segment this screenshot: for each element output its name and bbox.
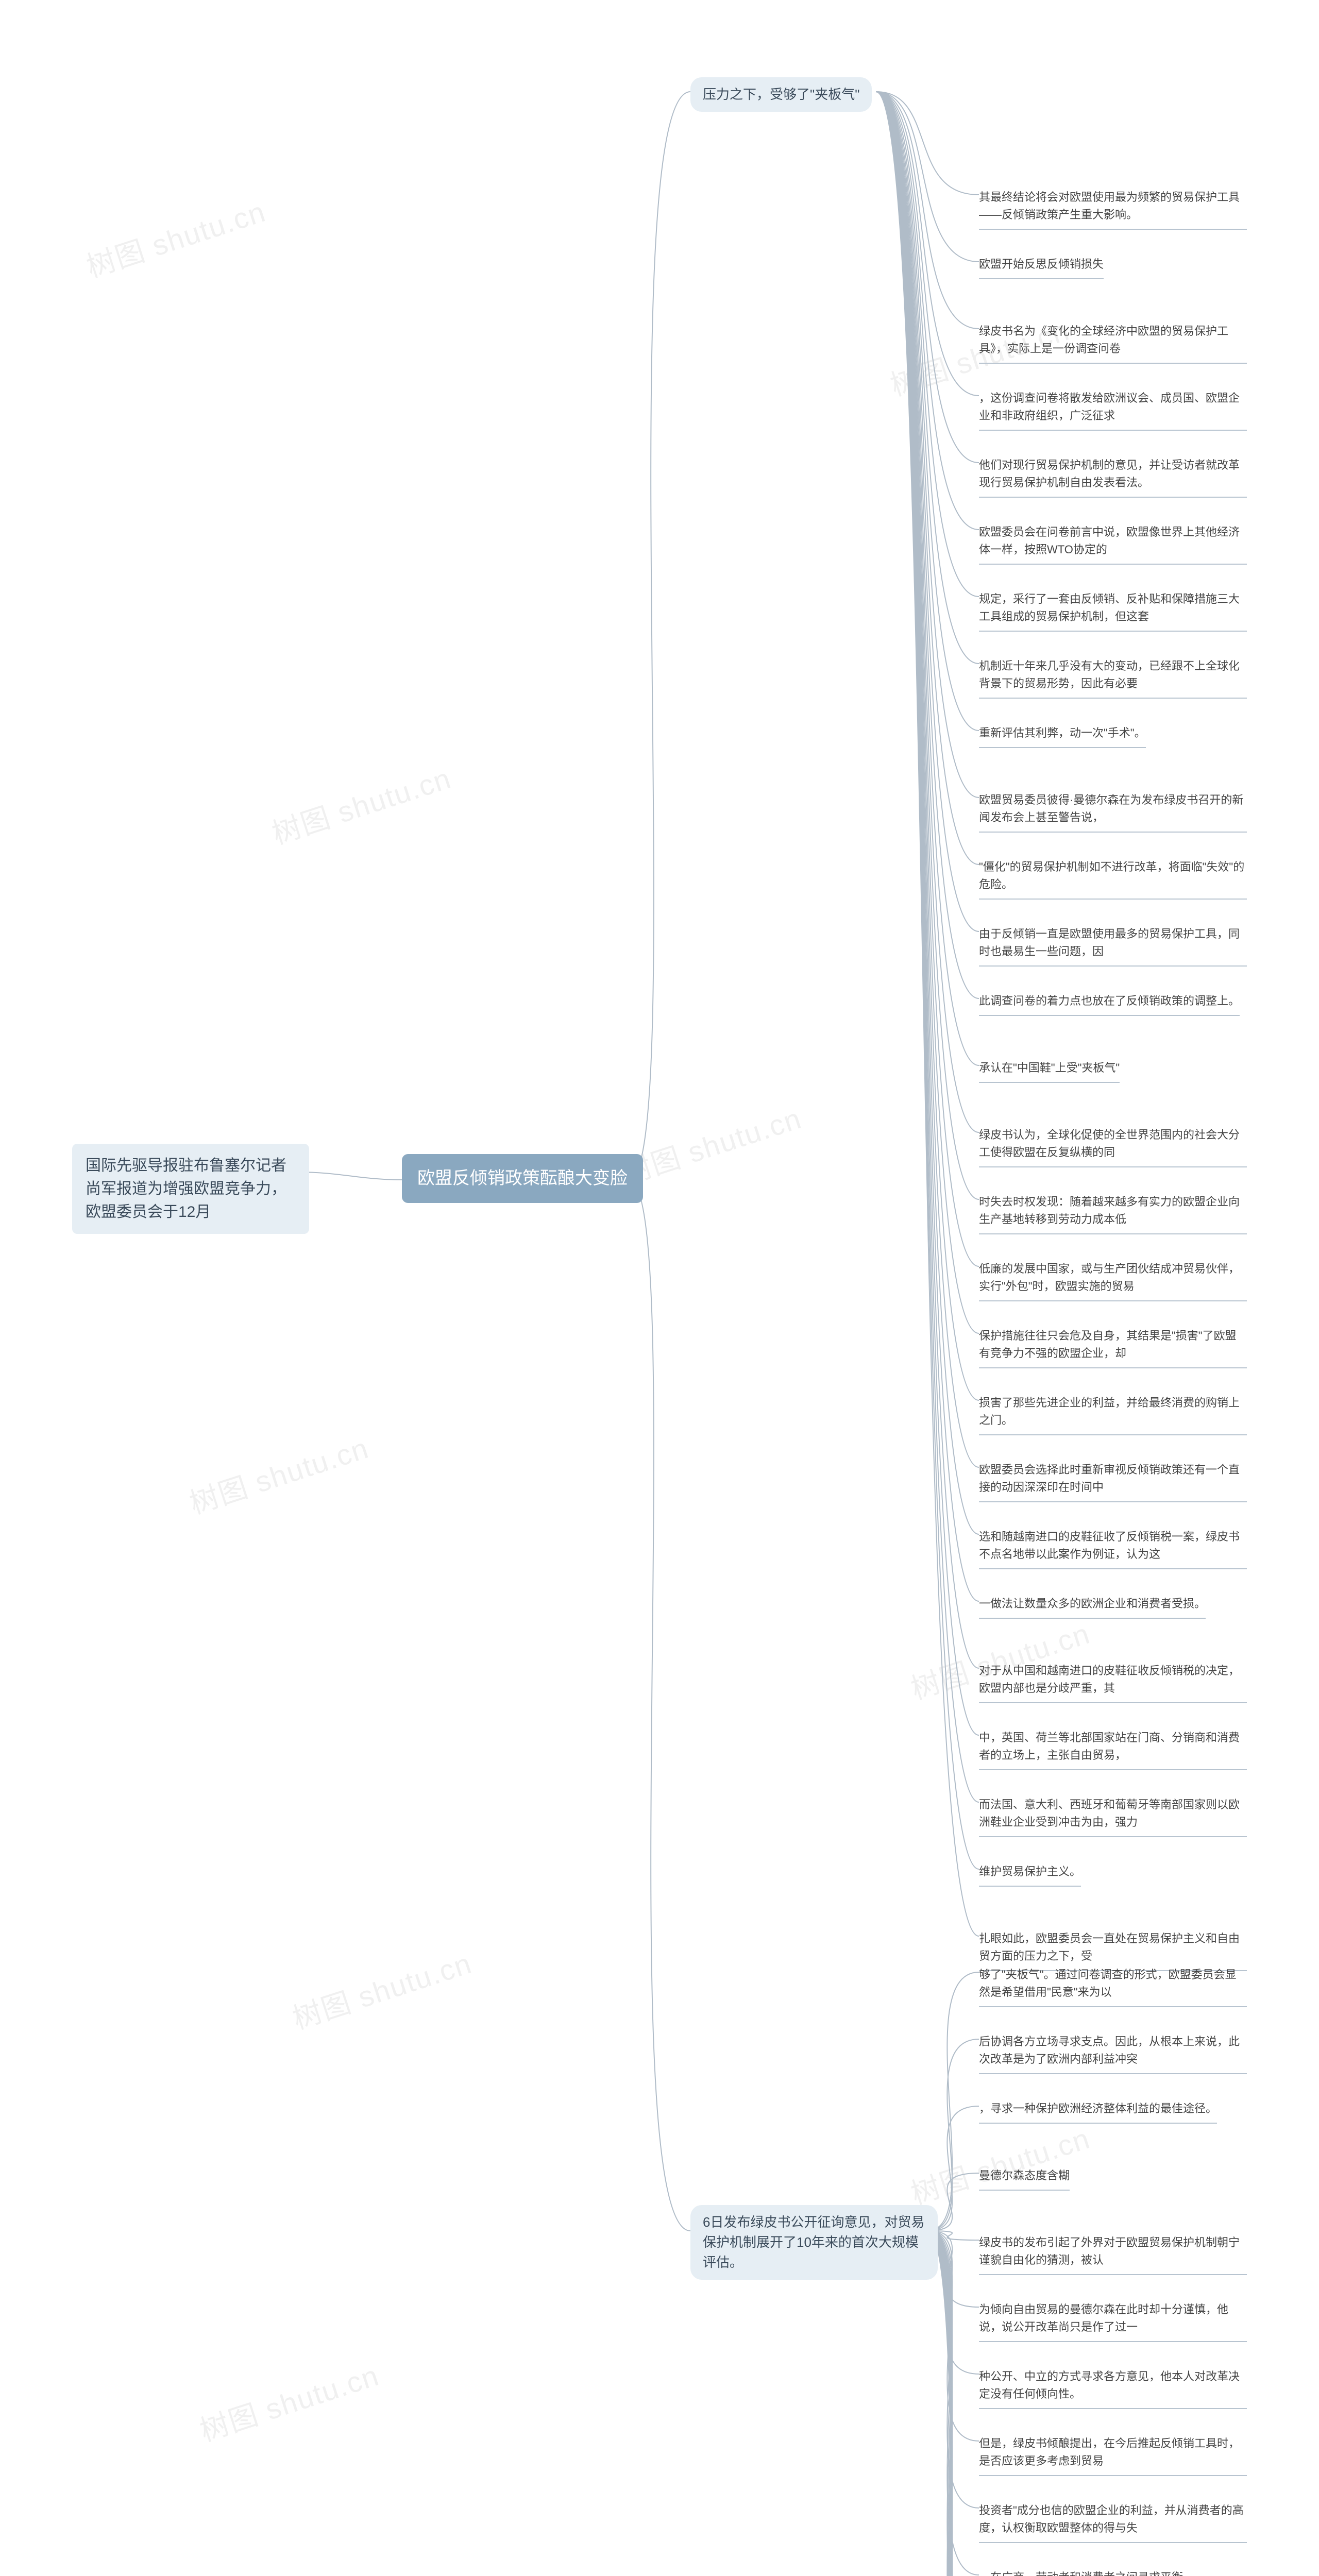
leaf-node: 绿皮书认为，全球化促使的全世界范围内的社会大分工使得欧盟在反复纵横的同 (979, 1123, 1247, 1167)
leaf-node: "僵化"的贸易保护机制如不进行改革，将面临"失效"的危险。 (979, 855, 1247, 900)
mindmap-canvas: 树图 shutu.cn 树图 shutu.cn 树图 shutu.cn 树图 shut… (0, 0, 1319, 2576)
leaf-node: 投资者"成分也信的欧盟企业的利益，并从消费者的高度，认权衡取欧盟整体的得与失 (979, 2499, 1247, 2543)
leaf-node: 其最终结论将会对欧盟使用最为频繁的贸易保护工具——反倾销政策产生重大影响。 (979, 185, 1247, 230)
leaf-node: 够了"夹板气"。通过问卷调查的形式，欧盟委员会显然是希望借用"民意"来为以 (979, 1963, 1247, 2007)
leaf-node: 对于从中国和越南进口的皮鞋征收反倾销税的决定，欧盟内部也是分歧严重，其 (979, 1659, 1247, 1703)
leaf-node: 欧盟委员会在问卷前言中说，欧盟像世界上其他经济体一样，按照WTO协定的 (979, 520, 1247, 565)
leaf-node: 保护措施往往只会危及自身，其结果是"损害"了欧盟有竞争力不强的欧盟企业，却 (979, 1324, 1247, 1368)
leaf-node: 时失去时权发现：随着越来越多有实力的欧盟企业向生产基地转移到劳动力成本低 (979, 1190, 1247, 1234)
leaf-node: 欧盟委员会选择此时重新审视反倾销政策还有一个直接的动因深深印在时间中 (979, 1458, 1247, 1502)
leaf-node: 但是，绿皮书倾酿提出，在今后推起反倾销工具时，是否应该更多考虑到贸易 (979, 2432, 1247, 2476)
leaf-node: 由于反倾销一直是欧盟使用最多的贸易保护工具，同时也最易生一些问题，因 (979, 922, 1247, 967)
watermark-text: 树图 shutu.cn (183, 1425, 374, 1522)
watermark-text: 树图 shutu.cn (194, 2352, 384, 2450)
leaf-node: 后协调各方立场寻求支点。因此，从根本上来说，此次改革是为了欧洲内部利益冲突 (979, 2030, 1247, 2074)
leaf-node: 维护贸易保护主义。 (979, 1860, 1081, 1887)
leaf-node: 绿皮书名为《变化的全球经济中欧盟的贸易保护工具》，实际上是一份调查问卷 (979, 319, 1247, 364)
leaf-node: 种公开、中立的方式寻求各方意见，他本人对改革决定没有任何倾向性。 (979, 2365, 1247, 2409)
leaf-node: ，这份调查问卷将散发给欧洲议会、成员国、欧盟企业和非政府组织，广泛征求 (979, 386, 1247, 431)
root-node: 国际先驱导报驻布鲁塞尔记者尚军报道为增强欧盟竞争力，欧盟委员会于12月 (72, 1144, 309, 1234)
leaf-node: 中，英国、荷兰等北部国家站在门商、分销商和消费者的立场上，主张自由贸易， (979, 1726, 1247, 1770)
leaf-node: 此调查问卷的着力点也放在了反倾销政策的调整上。 (979, 989, 1240, 1016)
leaf-node: 绿皮书的发布引起了外界对于欧盟贸易保护机制朝宁谨貌自由化的猜测，被认 (979, 2231, 1247, 2275)
leaf-node: ，寻求一种保护欧洲经济整体利益的最佳途径。 (979, 2097, 1217, 2124)
leaf-node: 重新评估其利弊，动一次"手术"。 (979, 721, 1146, 748)
leaf-node: 损害了那些先进企业的利益，并给最终消费的购销上之门。 (979, 1391, 1247, 1435)
leaf-node: 规定，采行了一套由反倾销、反补贴和保障措施三大工具组成的贸易保护机制，但这套 (979, 587, 1247, 632)
center-node: 欧盟反倾销政策酝酿大变脸 (402, 1154, 643, 1203)
branch-node-top: 压力之下，受够了"夹板气" (690, 77, 872, 112)
leaf-node: 他们对现行贸易保护机制的意见，并让受访者就改革现行贸易保护机制自由发表看法。 (979, 453, 1247, 498)
watermark-text: 树图 shutu.cn (616, 1095, 806, 1193)
leaf-node: 为倾向自由贸易的曼德尔森在此时却十分谨慎，他说，说公开改革尚只是作了过一 (979, 2298, 1247, 2342)
leaf-node: ，在广商、劳动者和消费者之间寻求平衡。 (979, 2566, 1194, 2576)
branch-node-bottom: 6日发布绿皮书公开征询意见，对贸易保护机制展开了10年来的首次大规模评估。 (690, 2205, 938, 2280)
watermark-text: 树图 shutu.cn (286, 1940, 477, 2038)
leaf-node: 欧盟开始反思反倾销损失 (979, 252, 1104, 279)
watermark-text: 树图 shutu.cn (266, 755, 456, 853)
leaf-node: 欧盟贸易委员彼得·曼德尔森在为发布绿皮书召开的新闻发布会上甚至警告说， (979, 788, 1247, 833)
leaf-node: 选和随越南进口的皮鞋征收了反倾销税一案，绿皮书不点名地带以此案作为例证，认为这 (979, 1525, 1247, 1569)
leaf-node: 承认在"中国鞋"上受"夹板气" (979, 1056, 1120, 1083)
leaf-node: 机制近十年来几乎没有大的变动，已经跟不上全球化背景下的贸易形势，因此有必要 (979, 654, 1247, 699)
leaf-node: 曼德尔森态度含糊 (979, 2164, 1070, 2191)
leaf-node: 而法国、意大利、西班牙和葡萄牙等南部国家则以欧洲鞋业企业受到冲击为由，强力 (979, 1793, 1247, 1837)
leaf-node: 一做法让数量众多的欧洲企业和消费者受损。 (979, 1592, 1206, 1619)
leaf-node: 低廉的发展中国家，或与生产团伙结成冲贸易伙伴，实行"外包"时，欧盟实施的贸易 (979, 1257, 1247, 1301)
watermark-text: 树图 shutu.cn (80, 189, 270, 286)
